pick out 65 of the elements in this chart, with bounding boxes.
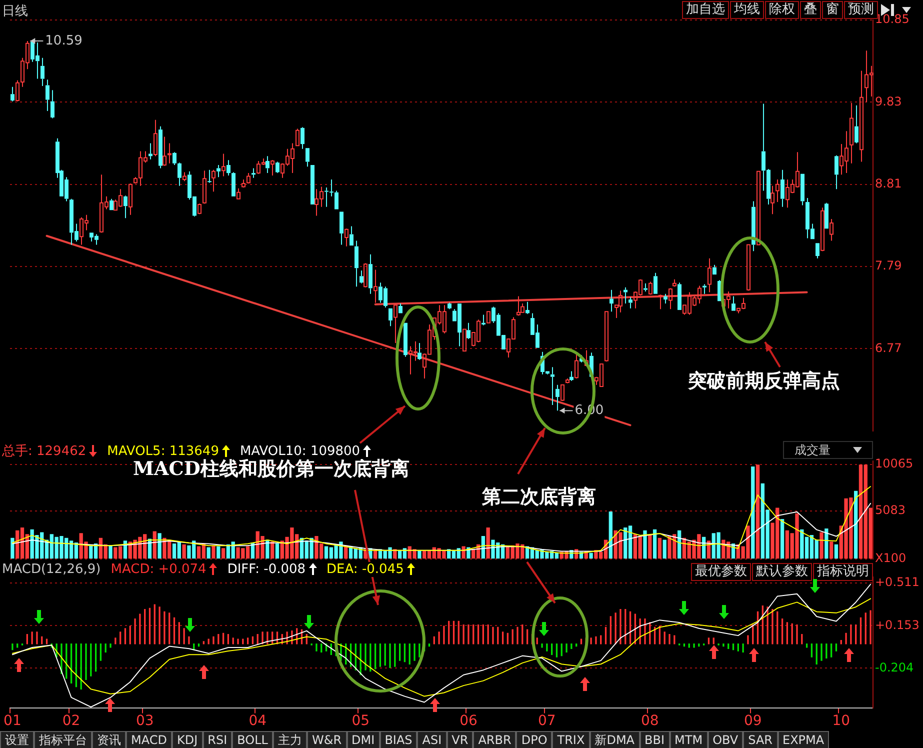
text: TRIX [552,731,590,748]
text: 加自选 [682,1,729,19]
y-tick-label: 9.83 [875,94,902,108]
text: OBV [708,731,744,748]
text: RSI [202,731,232,748]
y-tick-label: 7.79 [875,258,902,273]
x-tick-label: 06 [460,713,478,730]
text: 主力 [272,731,307,748]
chart-title: 日线 [2,3,28,20]
y-tick-label: X100 [875,550,906,565]
annotation: 突破前期反弹高点 [688,369,840,394]
y-tick-label: 6.77 [875,340,902,355]
legend-label: MACD: +0.074 [110,562,206,577]
x-tick-label: 01 [4,713,22,730]
text: 成交量 [794,442,830,458]
text: BOLL [232,731,273,748]
text: BBI [640,731,670,748]
y-tick-label: 5083 [875,503,906,518]
text: EXPMA [778,731,830,748]
text: 指标平台 [34,731,92,748]
text: 叠 [800,1,821,19]
x-tick-label: 10 [832,713,850,730]
legend-label: MAVOL10: 109800 [240,444,360,458]
x-tick-label: 04 [248,713,267,730]
text: 资讯 [92,731,126,748]
text: ASI [417,731,447,748]
x-tick-label: 03 [136,713,154,730]
text: MACD [126,731,172,748]
text: ARBR [473,731,516,748]
text: 均线 [730,1,764,19]
text: 设置 [0,731,34,748]
x-tick-label: 07 [538,713,556,730]
x-tick-label: 02 [62,713,80,730]
annotation: 第二次底背离 [482,485,596,510]
x-tick-label: 08 [640,713,659,730]
text: VR [446,731,474,748]
text: 预测 [848,2,874,17]
text: 除权 [765,1,799,19]
text: MTM [670,731,708,748]
text: DMI [346,731,380,748]
x-tick-label: 09 [744,713,762,730]
x-tick-label: 05 [352,713,370,730]
annotation: 10.59 [45,33,82,48]
text: 新DMA [590,731,640,748]
annotation: 默认参数 [752,563,812,581]
text: SAR [743,731,778,748]
legend-label: DEA: -0.045 [326,562,404,577]
legend-label: MAVOL5: 113649 [107,444,219,458]
annotation: 最优参数 [691,563,751,581]
y-tick-label: +0.153 [875,618,920,632]
text: DPO [516,731,552,748]
y-tick-label: +0.511 [875,575,920,590]
text: 窗 [822,1,843,19]
text: W&R [306,731,347,748]
chart-title: MACD(12,26,9) [2,562,101,577]
y-tick-label: 10065 [875,456,914,470]
legend-label: 总手: 129462 [2,444,86,459]
annotation: MACD柱线和股价第一次底背离 [133,457,410,482]
y-tick-label: -0.204 [875,660,914,674]
text: KDJ [172,731,203,748]
y-tick-label: 10.85 [875,12,910,26]
annotation: 指标说明 [813,563,873,581]
y-tick-label: 8.81 [875,176,902,190]
text: BIAS [380,731,418,748]
legend-label: DIFF: -0.008 [227,562,306,577]
